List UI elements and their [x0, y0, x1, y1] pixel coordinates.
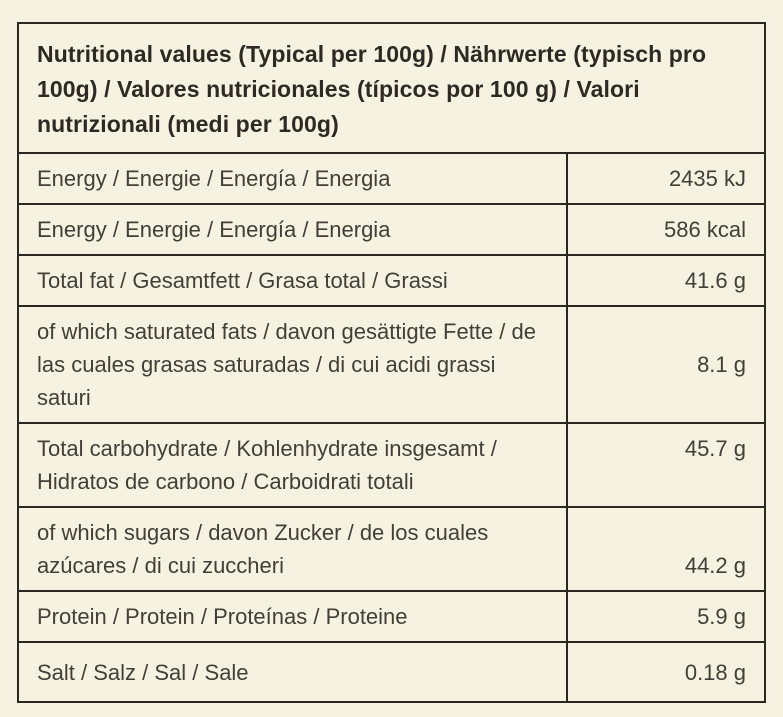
nutrient-label: Energy / Energie / Energía / Energia [19, 154, 568, 203]
nutrient-value: 45.7 g [684, 436, 746, 461]
table-row-salt: Salt / Salz / Sal / Sale 0.18 g [19, 641, 764, 701]
nutrient-label: Protein / Protein / Proteínas / Proteine [19, 592, 568, 641]
table-row-carbohydrate: Total carbohydrate / Kohlenhydrate insge… [19, 422, 764, 506]
table-title: Nutritional values (Typical per 100g) / … [37, 41, 707, 137]
table-row-total-fat: Total fat / Gesamtfett / Grasa total / G… [19, 254, 764, 305]
nutrient-value: 586 kcal [664, 217, 746, 242]
nutrient-value: 44.2 g [684, 553, 746, 578]
nutrient-label: Energy / Energie / Energía / Energia [19, 205, 568, 254]
table-row-energy-kcal: Energy / Energie / Energía / Energia 586… [19, 203, 764, 254]
nutrient-value: 8.1 g [697, 352, 746, 377]
nutrient-value: 5.9 g [697, 604, 746, 629]
nutrient-label: of which saturated fats / davon gesättig… [19, 307, 568, 422]
nutrient-value: 2435 kJ [668, 166, 746, 191]
nutrient-label: Total carbohydrate / Kohlenhydrate insge… [19, 424, 568, 506]
nutrition-table: Nutritional values (Typical per 100g) / … [17, 22, 766, 703]
nutrient-label: Total fat / Gesamtfett / Grasa total / G… [19, 256, 568, 305]
nutrient-value: 41.6 g [684, 268, 746, 293]
nutrient-label: of which sugars / davon Zucker / de los … [19, 508, 568, 590]
table-row-saturated-fats: of which saturated fats / davon gesättig… [19, 305, 764, 422]
table-row-sugars: of which sugars / davon Zucker / de los … [19, 506, 764, 590]
table-row-energy-kj: Energy / Energie / Energía / Energia 243… [19, 152, 764, 203]
table-row-protein: Protein / Protein / Proteínas / Proteine… [19, 590, 764, 641]
nutrient-value: 0.18 g [684, 659, 746, 685]
nutrient-label: Salt / Salz / Sal / Sale [19, 643, 568, 701]
